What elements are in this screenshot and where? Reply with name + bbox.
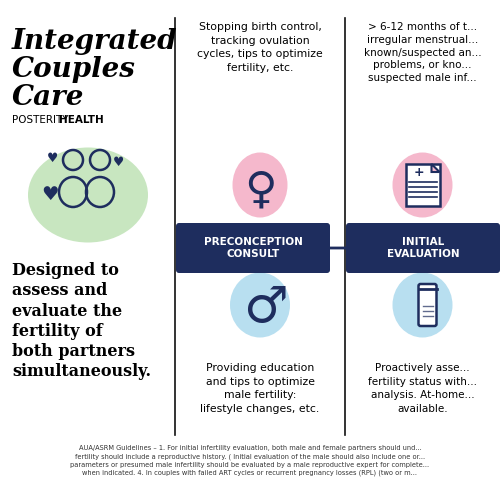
Ellipse shape <box>392 152 452 218</box>
Text: INITIAL
EVALUATION: INITIAL EVALUATION <box>386 237 460 259</box>
FancyBboxPatch shape <box>418 284 436 326</box>
Text: PRECONCEPTION
CONSULT: PRECONCEPTION CONSULT <box>204 237 302 259</box>
Polygon shape <box>432 164 440 172</box>
Text: Proactively asse...
fertility status with...
analysis. At-home...
available.: Proactively asse... fertility status wit… <box>368 363 477 414</box>
Text: > 6-12 months of t...
irregular menstrual...
known/suspected an...
problems, or : > 6-12 months of t... irregular menstrua… <box>364 22 482 83</box>
Ellipse shape <box>230 272 290 338</box>
FancyBboxPatch shape <box>176 223 330 273</box>
Text: ♥: ♥ <box>41 186 59 204</box>
Ellipse shape <box>28 148 148 242</box>
Text: ♥: ♥ <box>112 156 124 168</box>
Ellipse shape <box>232 152 287 218</box>
Text: Providing education
and tips to optimize
male fertility:
lifestyle changes, etc.: Providing education and tips to optimize… <box>200 363 320 414</box>
Text: Couples: Couples <box>12 56 136 83</box>
Text: Designed to
assess and
evaluate the
fertility of
both partners
simultaneously.: Designed to assess and evaluate the fert… <box>12 262 151 380</box>
Text: Stopping birth control,
tracking ovulation
cycles, tips to optimize
fertility, e: Stopping birth control, tracking ovulati… <box>197 22 323 73</box>
Text: AUA/ASRM Guidelines – 1. For initial infertility evaluation, both male and femal: AUA/ASRM Guidelines – 1. For initial inf… <box>70 445 430 476</box>
FancyBboxPatch shape <box>346 223 500 273</box>
FancyBboxPatch shape <box>406 164 440 206</box>
Ellipse shape <box>392 272 452 338</box>
Text: Care: Care <box>12 84 85 111</box>
Text: POSTERITY: POSTERITY <box>12 115 68 125</box>
Text: ♥: ♥ <box>46 152 58 164</box>
Text: Integrated: Integrated <box>12 28 177 55</box>
Text: +: + <box>413 166 424 179</box>
Text: ♀: ♀ <box>244 168 276 212</box>
Text: HEALTH: HEALTH <box>59 115 104 125</box>
Text: ♂: ♂ <box>242 284 288 332</box>
